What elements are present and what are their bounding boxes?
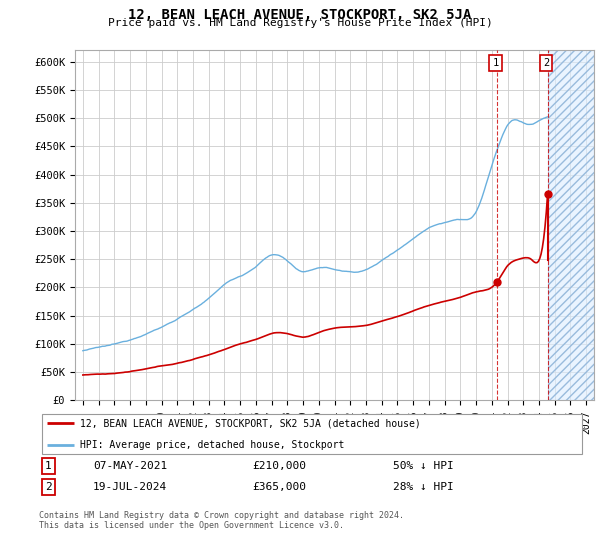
FancyBboxPatch shape (42, 414, 582, 454)
Text: 50% ↓ HPI: 50% ↓ HPI (393, 461, 454, 471)
Text: 2: 2 (45, 482, 52, 492)
Text: 28% ↓ HPI: 28% ↓ HPI (393, 482, 454, 492)
Text: £210,000: £210,000 (252, 461, 306, 471)
Text: 12, BEAN LEACH AVENUE, STOCKPORT, SK2 5JA (detached house): 12, BEAN LEACH AVENUE, STOCKPORT, SK2 5J… (80, 418, 421, 428)
Text: 12, BEAN LEACH AVENUE, STOCKPORT, SK2 5JA: 12, BEAN LEACH AVENUE, STOCKPORT, SK2 5J… (128, 8, 472, 22)
Polygon shape (548, 50, 594, 400)
Text: 19-JUL-2024: 19-JUL-2024 (93, 482, 167, 492)
Text: Contains HM Land Registry data © Crown copyright and database right 2024.
This d: Contains HM Land Registry data © Crown c… (39, 511, 404, 530)
Text: 2: 2 (543, 58, 549, 68)
Text: 1: 1 (45, 461, 52, 471)
Text: £365,000: £365,000 (252, 482, 306, 492)
Text: 1: 1 (493, 58, 499, 68)
Text: Price paid vs. HM Land Registry's House Price Index (HPI): Price paid vs. HM Land Registry's House … (107, 18, 493, 29)
Text: HPI: Average price, detached house, Stockport: HPI: Average price, detached house, Stoc… (80, 440, 344, 450)
Text: 07-MAY-2021: 07-MAY-2021 (93, 461, 167, 471)
